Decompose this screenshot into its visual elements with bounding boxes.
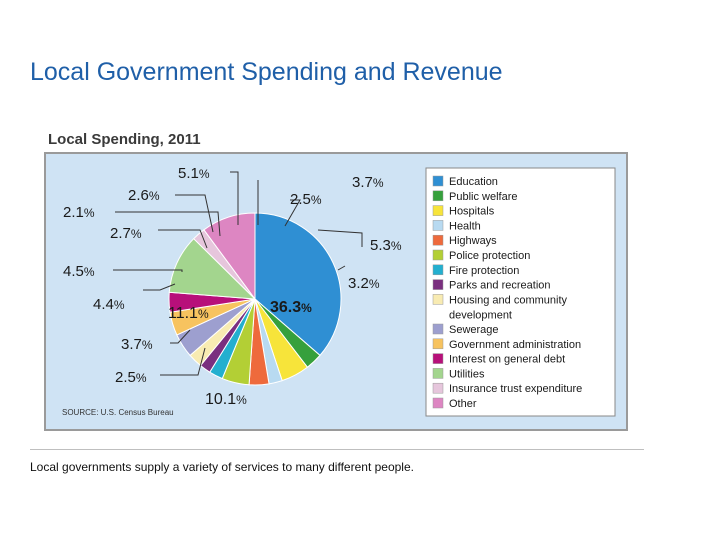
legend-label-highways: Highways: [449, 235, 497, 247]
slide-caption: Local governments supply a variety of se…: [30, 460, 414, 474]
data-label-housing-and-community-development: 2.7%: [110, 225, 142, 242]
legend-swatch-housing-and-community-development: [432, 294, 444, 305]
data-label-public-welfare: 3.2%: [348, 275, 380, 292]
legend-label-other: Other: [449, 398, 477, 410]
legend-label-housing-and-community-development-line2: development: [449, 309, 512, 321]
legend-label-government-administration: Government administration: [449, 339, 581, 351]
legend-swatch-other: [432, 397, 444, 409]
pie-slice-education: [254, 212, 342, 357]
leader-line-10: [170, 329, 191, 344]
leader-line-6: [317, 229, 363, 247]
legend-swatch-utilities: [432, 368, 444, 379]
legend-swatch-insurance-trust-expenditure: [432, 382, 444, 394]
legend-label-interest-on-general-debt: Interest on general debt: [449, 354, 565, 366]
legend-swatch-sewerage: [432, 323, 444, 335]
leader-line-5: [284, 199, 301, 227]
legend-label-insurance-trust-expenditure: Insurance trust expenditure: [449, 383, 582, 395]
legend-swatch-education: [432, 175, 444, 187]
pie-slice-other: [203, 212, 256, 301]
legend-label-housing-and-community-development: Housing and community: [449, 294, 568, 306]
data-label-fire-protection: 2.6%: [128, 187, 160, 204]
legend-label-fire-protection: Fire protection: [449, 265, 519, 277]
legend-label-police-protection: Police protection: [449, 250, 530, 262]
legend-label-education: Education: [449, 176, 498, 188]
legend-swatch-hospitals: [432, 205, 444, 216]
data-label-education: 36.3%: [270, 299, 312, 316]
legend-swatch-parks-and-recreation: [432, 279, 444, 290]
leader-line-8: [113, 269, 183, 272]
chart-title: Local Spending, 2011: [48, 131, 201, 148]
leader-line-7: [337, 265, 346, 271]
legend-label-utilities: Utilities: [449, 368, 485, 380]
legend-swatch-police-protection: [432, 249, 444, 261]
data-label-health: 2.5%: [290, 191, 322, 208]
data-label-interest-on-general-debt: 3.7%: [121, 336, 153, 353]
data-label-other: 10.1%: [205, 391, 247, 408]
leader-line-2: [115, 211, 221, 237]
data-label-utilities: 11.1%: [168, 305, 209, 322]
data-label-insurance-trust-expenditure: 2.5%: [115, 369, 147, 386]
legend-swatch-public-welfare: [432, 190, 444, 202]
legend-label-parks-and-recreation: Parks and recreation: [449, 280, 551, 292]
data-label-police-protection: 5.1%: [178, 165, 210, 182]
legend-label-health: Health: [449, 220, 481, 232]
leader-line-3: [158, 229, 208, 249]
data-label-government-administration: 4.4%: [93, 296, 125, 313]
legend-box: [425, 167, 616, 417]
leader-line-1: [175, 194, 214, 233]
legend-label-hospitals: Hospitals: [449, 206, 495, 218]
leader-line-11: [160, 347, 206, 376]
data-label-highways: 3.7%: [352, 174, 384, 191]
legend-swatch-interest-on-general-debt: [432, 353, 444, 364]
divider-line: [30, 449, 644, 450]
slide-title: Local Government Spending and Revenue: [30, 58, 503, 86]
leader-line-0: [230, 171, 239, 225]
legend-swatch-fire-protection: [432, 264, 444, 276]
legend-swatch-highways: [432, 234, 444, 246]
data-label-sewerage: 4.5%: [63, 263, 95, 280]
data-label-hospitals: 5.3%: [370, 237, 402, 254]
leader-line-9: [143, 283, 176, 291]
chart-source: SOURCE: U.S. Census Bureau: [62, 408, 174, 417]
legend-swatch-health: [432, 220, 444, 231]
data-label-parks-and-recreation: 2.1%: [63, 204, 95, 221]
legend-label-sewerage: Sewerage: [449, 324, 499, 336]
legend-swatch-government-administration: [432, 338, 444, 350]
legend-label-public-welfare: Public welfare: [449, 191, 517, 203]
